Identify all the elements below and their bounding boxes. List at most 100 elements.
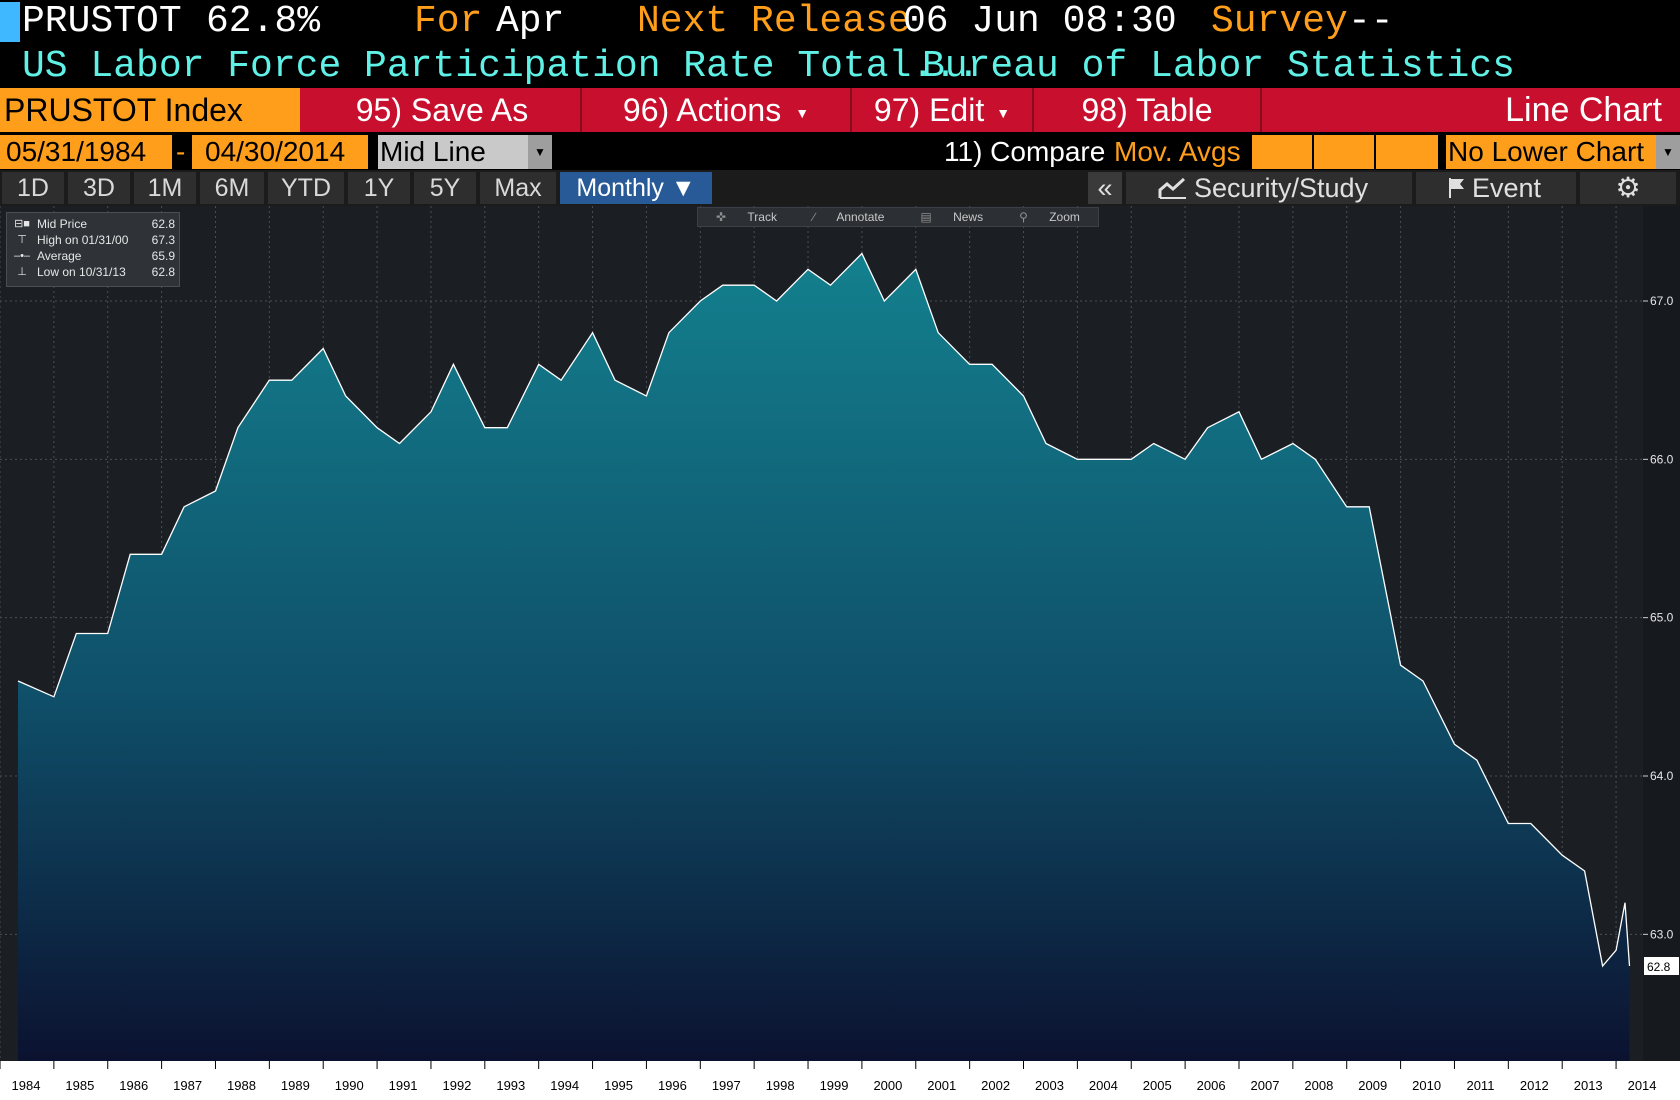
- x-tick-label: 2000: [873, 1078, 902, 1093]
- news-label: News: [953, 210, 984, 224]
- news-button[interactable]: ▤ News: [902, 210, 1001, 224]
- x-tick-label: 1988: [227, 1078, 256, 1093]
- lower-chart-value: No Lower Chart: [1448, 136, 1645, 167]
- chevron-down-icon: ▼: [996, 104, 1011, 121]
- line-type-value: Mid Line: [380, 136, 486, 167]
- table-button[interactable]: 98) Table: [1034, 88, 1260, 132]
- security-study-button[interactable]: Security/Study: [1126, 172, 1412, 204]
- menu-divider: [580, 88, 582, 132]
- period-6m[interactable]: 6M: [200, 172, 264, 204]
- x-tick-label: 1995: [604, 1078, 633, 1093]
- legend-low-value: 62.8: [151, 265, 175, 279]
- save-as-button[interactable]: 95) Save As: [304, 88, 580, 132]
- ticker-header: PRUSTOT 62.8% For Apr Next Release 06 Ju…: [0, 0, 1680, 44]
- x-tick-label: 2014: [1628, 1078, 1657, 1093]
- x-tick-label: 2003: [1035, 1078, 1064, 1093]
- x-tick-label: 2006: [1197, 1078, 1226, 1093]
- high-marker-icon: ⊤: [17, 234, 27, 246]
- x-tick-label: 2005: [1143, 1078, 1172, 1093]
- chevron-down-icon: ▼: [795, 104, 810, 121]
- x-tick-label: 2009: [1358, 1078, 1387, 1093]
- survey-label: Survey: [1211, 0, 1348, 43]
- x-tick-label: 1997: [712, 1078, 741, 1093]
- y-tick-label: 67.0: [1650, 294, 1674, 308]
- compare-button[interactable]: 11) Compare: [944, 136, 1106, 167]
- gear-icon: ⚙: [1615, 172, 1641, 203]
- period-1y[interactable]: 1Y: [348, 172, 410, 204]
- options-row: 05/31/1984 - 04/30/2014 Mid Line ▼ 11) C…: [0, 132, 1680, 170]
- y-tick-label: 66.0: [1650, 452, 1674, 466]
- series-description: US Labor Force Participation Rate Total.…: [22, 45, 980, 88]
- chevron-down-icon: ▼: [1656, 135, 1680, 169]
- end-date-field[interactable]: 04/30/2014: [192, 135, 368, 169]
- area-fill: [18, 253, 1630, 1061]
- frequency-select[interactable]: Monthly ▼: [560, 172, 712, 204]
- average-marker-icon: –•–: [13, 250, 31, 262]
- edit-label: 97) Edit: [873, 92, 985, 128]
- actions-label: 96) Actions: [622, 92, 782, 128]
- chevron-down-icon: ▼: [528, 135, 552, 169]
- news-icon: ▤: [920, 210, 932, 224]
- period-3d[interactable]: 3D: [68, 172, 130, 204]
- period-1m[interactable]: 1M: [134, 172, 196, 204]
- chart-panel: 63.0 64.0 65.0 66.0 67.0 1984 1985 1986 1987 198…: [0, 206, 1680, 1100]
- annotate-label: Annotate: [836, 210, 885, 224]
- x-tick-label: 1990: [335, 1078, 364, 1093]
- zoom-button[interactable]: ⚲ Zoom: [1001, 210, 1098, 224]
- legend-row-mid: ⊟■ Mid Price 62.8: [11, 216, 177, 232]
- x-tick-label: 2004: [1089, 1078, 1118, 1093]
- period-bar: 1D 3D 1M 6M YTD 1Y 5Y Max Monthly ▼ « Se…: [0, 170, 1680, 206]
- right-axis-bg: [1643, 206, 1680, 1100]
- period-ytd[interactable]: YTD: [268, 172, 344, 204]
- actions-button[interactable]: 96) Actions ▼: [582, 88, 850, 132]
- x-tick-label: 2010: [1412, 1078, 1441, 1093]
- crosshair-icon: ✜: [716, 210, 727, 224]
- next-release-value: 06 Jun 08:30: [903, 0, 1177, 43]
- last-value-label: 62.8: [1647, 960, 1671, 974]
- track-label: Track: [747, 210, 777, 224]
- for-value: Apr: [496, 0, 565, 43]
- x-tick-label: 1991: [389, 1078, 418, 1093]
- chart-legend[interactable]: ⊟■ Mid Price 62.8 ⊤ High on 01/31/00 67.…: [6, 212, 180, 287]
- annotate-button[interactable]: ∕ Annotate: [795, 210, 902, 224]
- event-label: Event: [1472, 173, 1542, 203]
- double-chevron-left-icon: «: [1097, 173, 1113, 203]
- x-tick-label: 1999: [820, 1078, 849, 1093]
- start-date-field[interactable]: 05/31/1984: [0, 135, 172, 169]
- period-1d[interactable]: 1D: [2, 172, 64, 204]
- settings-button[interactable]: ⚙: [1580, 172, 1676, 204]
- track-button[interactable]: ✜ Track: [698, 210, 795, 224]
- save-as-label: 95) Save As: [355, 92, 529, 128]
- line-type-select[interactable]: Mid Line ▼: [378, 135, 552, 169]
- lower-chart-select[interactable]: No Lower Chart ▼: [1446, 135, 1680, 169]
- mov-avg-slot-3[interactable]: [1376, 135, 1438, 169]
- security-field[interactable]: PRUSTOT Index: [0, 88, 300, 132]
- period-max[interactable]: Max: [480, 172, 556, 204]
- series-source: Bureau of Labor Statistics: [922, 45, 1515, 88]
- line-chart[interactable]: 63.0 64.0 65.0 66.0 67.0 1984 1985 1986 1987 198…: [0, 206, 1680, 1100]
- x-tick-label: 2002: [981, 1078, 1010, 1093]
- ticker-symbol: PRUSTOT: [22, 0, 182, 43]
- y-tick-label: 64.0: [1650, 769, 1674, 783]
- mov-avg-slot-1[interactable]: [1252, 135, 1312, 169]
- x-tick-label: 1986: [119, 1078, 148, 1093]
- mov-avgs-button[interactable]: Mov. Avgs: [1114, 136, 1241, 167]
- menu-divider: [850, 88, 852, 132]
- legend-row-low: ⊥ Low on 10/31/13 62.8: [11, 264, 177, 280]
- mov-avg-slot-2[interactable]: [1314, 135, 1374, 169]
- period-5y[interactable]: 5Y: [414, 172, 476, 204]
- legend-average-value: 65.9: [151, 249, 175, 263]
- edit-button[interactable]: 97) Edit ▼: [852, 88, 1032, 132]
- legend-row-high: ⊤ High on 01/31/00 67.3: [11, 232, 177, 248]
- legend-high-value: 67.3: [151, 233, 175, 247]
- zoom-label: Zoom: [1049, 210, 1080, 224]
- x-tick-label: 2008: [1304, 1078, 1333, 1093]
- next-release-label: Next Release: [637, 0, 911, 43]
- event-button[interactable]: Event: [1416, 172, 1576, 204]
- collapse-button[interactable]: «: [1088, 172, 1122, 204]
- menu-divider: [1260, 88, 1262, 132]
- chart-line-icon: [1158, 177, 1186, 199]
- chart-type-label: Line Chart: [1505, 91, 1662, 129]
- legend-low-label: Low on 10/31/13: [37, 265, 126, 279]
- last-value-marker: [1644, 957, 1679, 975]
